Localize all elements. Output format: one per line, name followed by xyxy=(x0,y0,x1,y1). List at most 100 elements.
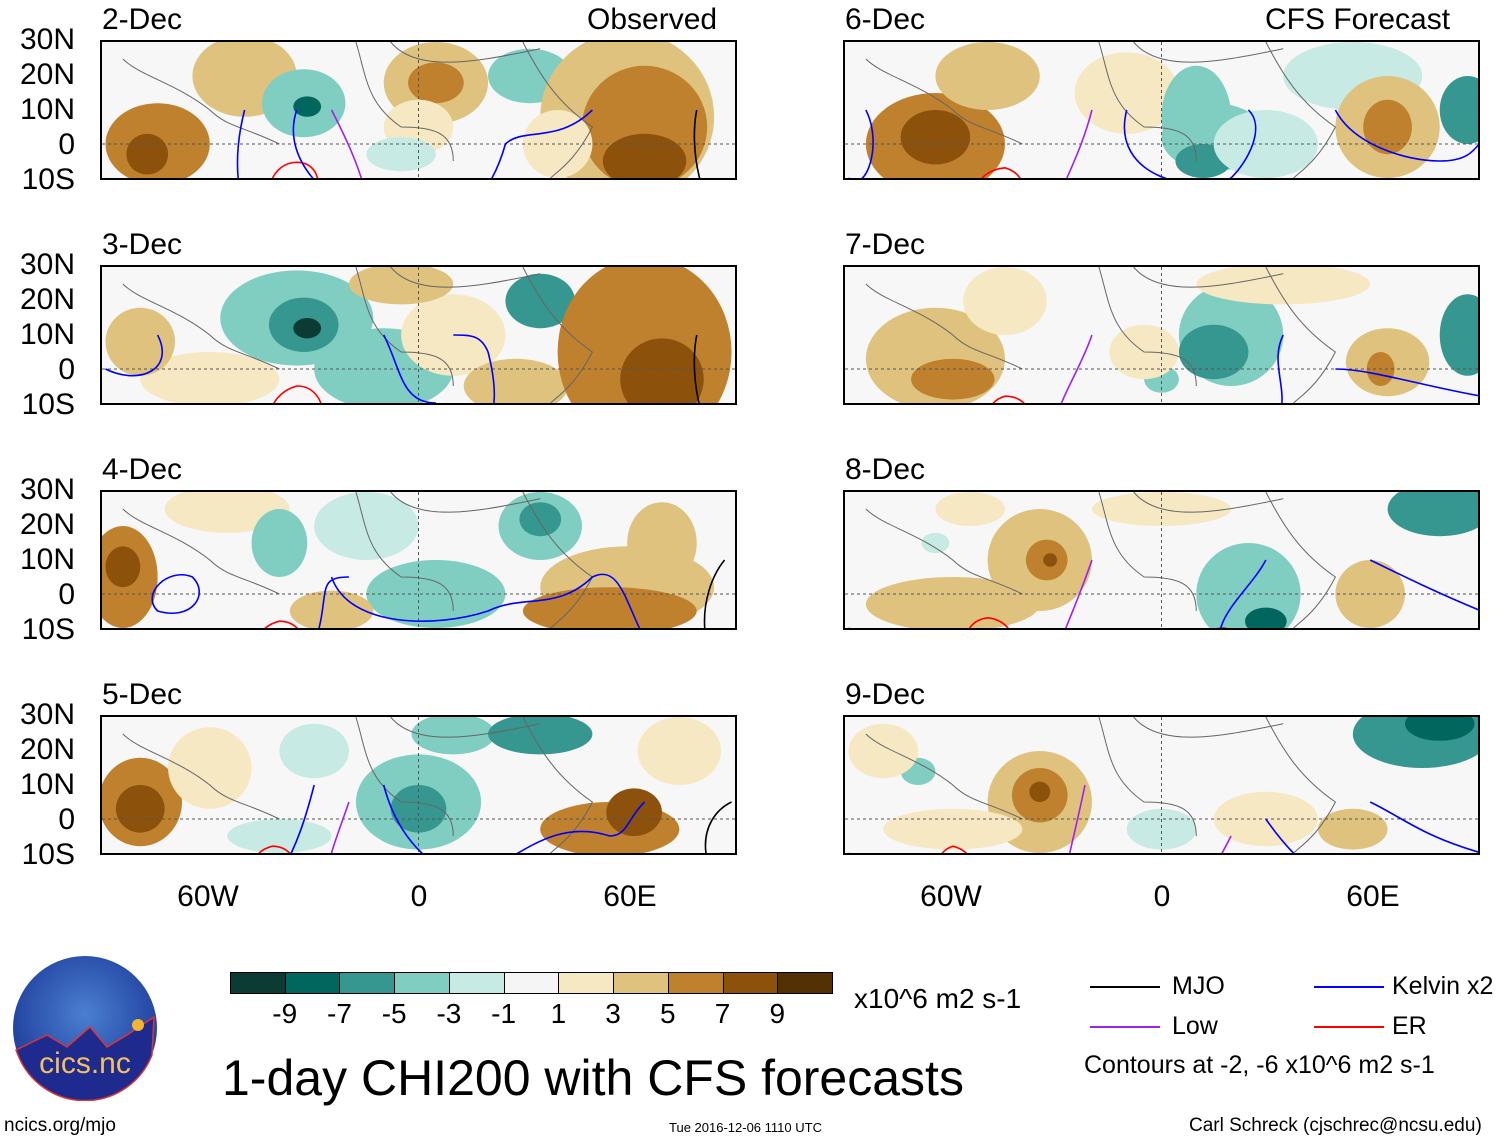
map-panel xyxy=(843,715,1480,855)
colorbar-label: 1 xyxy=(550,998,567,1029)
shading-region xyxy=(1126,808,1197,850)
coastline xyxy=(123,267,593,403)
shading-region xyxy=(463,358,569,403)
anomaly-contour xyxy=(694,335,731,403)
anomaly-contour xyxy=(937,846,974,853)
anomaly-contour xyxy=(1052,110,1092,178)
shading-region xyxy=(848,723,919,779)
colorbar-label: 9 xyxy=(769,998,786,1029)
colorbar-label: -3 xyxy=(436,998,462,1029)
anomaly-contour xyxy=(694,110,735,178)
colorbar-swatch xyxy=(558,972,615,994)
panel-date: 6-Dec xyxy=(845,3,926,36)
shading-region xyxy=(105,307,176,376)
coastline xyxy=(866,492,1336,628)
lat-label: 20N xyxy=(19,58,75,91)
lat-label: 10N xyxy=(19,543,75,576)
shading-region xyxy=(883,808,1023,850)
legend-low-label: Low xyxy=(1172,1012,1218,1040)
legend-mjo-label: MJO xyxy=(1172,972,1225,1000)
lat-label: 10S xyxy=(21,613,75,646)
coastline xyxy=(866,267,1336,403)
shading-region xyxy=(1043,553,1058,567)
coastline xyxy=(866,717,1336,853)
colorbar-swatch xyxy=(230,972,286,994)
legend-er-line xyxy=(1314,1026,1384,1028)
lat-label: 30N xyxy=(19,473,75,506)
anomaly-contour xyxy=(1124,110,1255,178)
shading-region xyxy=(293,318,322,339)
map-canvas xyxy=(102,492,735,628)
anomaly-contour xyxy=(848,110,873,178)
footer-timestamp: Tue 2016-12-06 1110 UTC xyxy=(669,1120,822,1135)
lat-label: 20N xyxy=(19,733,75,766)
anomaly-contour xyxy=(704,560,731,628)
anomaly-contour xyxy=(384,335,436,403)
anomaly-contour xyxy=(332,110,372,178)
shading-region xyxy=(620,338,704,403)
shading-region xyxy=(1029,781,1051,802)
shading-region xyxy=(1196,267,1371,305)
observed-title: Observed xyxy=(587,3,718,36)
shading-region xyxy=(314,492,419,560)
anomaly-contour xyxy=(252,846,296,853)
shading-region xyxy=(606,788,662,836)
shading-region xyxy=(1335,560,1405,628)
colorbar-label: 5 xyxy=(660,998,676,1029)
lat-label: 10N xyxy=(19,768,75,801)
shading-region xyxy=(1439,76,1478,144)
shading-region xyxy=(911,358,995,400)
lat-label: 30N xyxy=(19,248,75,281)
anomaly-contour xyxy=(227,785,314,853)
anomaly-contour xyxy=(293,110,592,178)
anomaly-contour xyxy=(152,575,199,613)
lon-label: 60W xyxy=(177,880,239,913)
legend-kelvin-label: Kelvin x2 xyxy=(1392,972,1494,1000)
shading-region xyxy=(366,137,436,172)
colorbar-swatch xyxy=(339,972,396,994)
map-canvas xyxy=(845,717,1478,853)
shading-region xyxy=(900,110,971,165)
shading-region xyxy=(627,502,697,584)
lat-label: 10S xyxy=(21,838,75,871)
svg-text:cics.nc: cics.nc xyxy=(39,1047,131,1080)
shading-region xyxy=(935,42,1040,110)
colorbar-swatch xyxy=(777,972,833,994)
panel-date: 3-Dec xyxy=(102,228,183,261)
anomaly-contour xyxy=(1052,335,1092,403)
colorbar-swatch xyxy=(722,972,779,994)
anomaly-contour xyxy=(1057,785,1085,853)
footer-author: Carl Schreck (cjschrec@ncsu.edu) xyxy=(1189,1115,1482,1136)
shading-region xyxy=(1244,607,1287,628)
shading-region xyxy=(115,785,165,833)
shading-region xyxy=(602,133,687,178)
shading-region xyxy=(348,267,454,305)
shading-region xyxy=(293,96,322,117)
lat-label: 30N xyxy=(19,698,75,731)
lat-label: 10S xyxy=(21,163,75,196)
shading-region xyxy=(411,717,496,755)
shading-region xyxy=(1387,492,1478,537)
shading-region xyxy=(105,546,141,588)
lat-label: 10N xyxy=(19,318,75,351)
shading-region xyxy=(505,273,576,329)
lat-label: 10S xyxy=(21,388,75,421)
legend-kelvin-line xyxy=(1314,986,1384,988)
anomaly-contour xyxy=(384,785,645,853)
anomaly-contour xyxy=(705,802,731,853)
legend-er-label: ER xyxy=(1392,1012,1427,1040)
cics-logo: cics.nc xyxy=(12,955,158,1102)
map-canvas xyxy=(845,267,1478,403)
colorbar-swatch xyxy=(613,972,669,994)
footer-url[interactable]: ncics.org/mjo xyxy=(4,1115,116,1136)
shading-region xyxy=(279,723,349,779)
shading-region xyxy=(519,502,562,537)
anomaly-contour xyxy=(976,168,1024,178)
anomaly-contour xyxy=(279,335,494,403)
colorbar-swatch xyxy=(667,972,724,994)
lat-label: 0 xyxy=(58,128,75,161)
figure-title: 1-day CHI200 with CFS forecasts xyxy=(222,1050,964,1106)
coastline xyxy=(123,42,593,178)
colorbar-swatch xyxy=(394,972,450,994)
colorbar-swatch xyxy=(503,972,560,994)
